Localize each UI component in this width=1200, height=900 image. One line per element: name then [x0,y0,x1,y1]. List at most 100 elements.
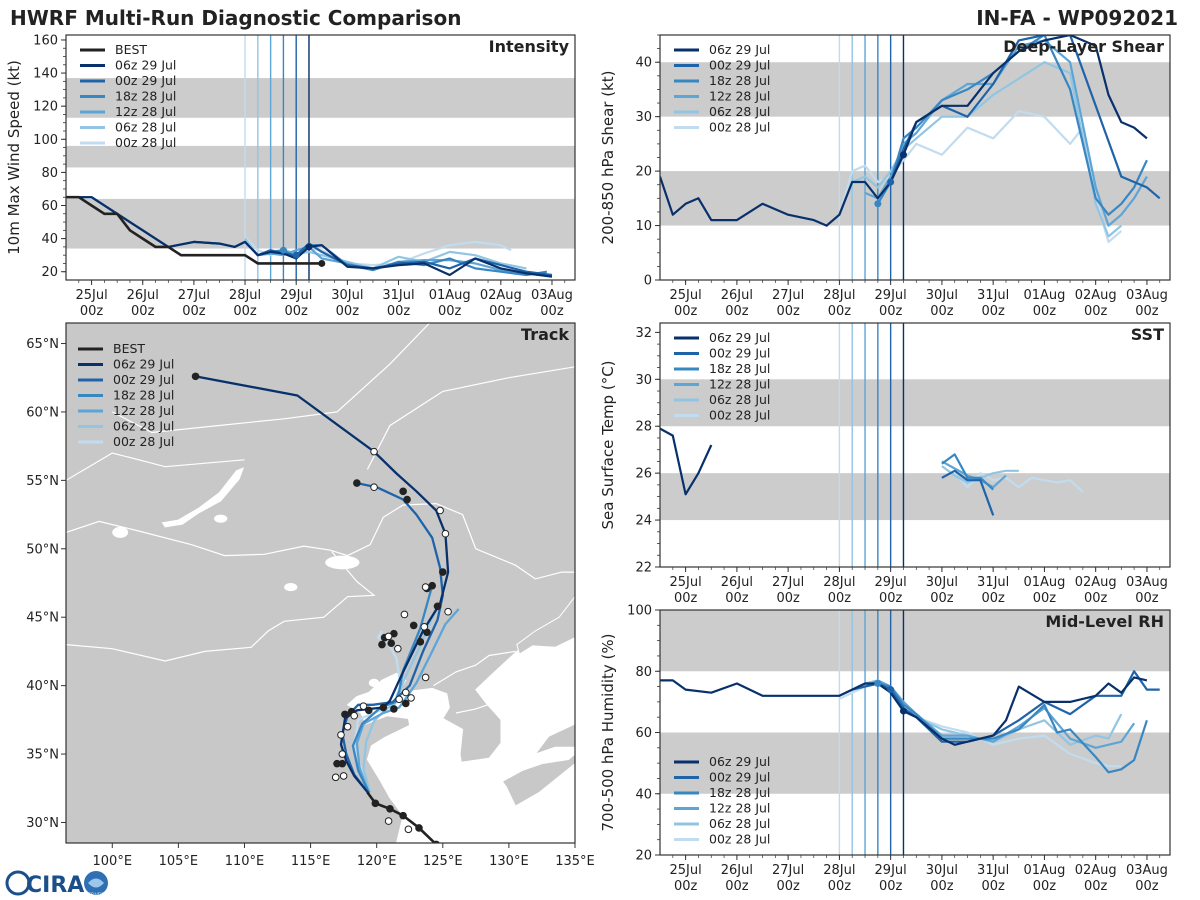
panel-title: Deep-Layer Shear [1003,37,1164,56]
lake [284,583,298,592]
x-tick-label: 00z [233,304,257,319]
legend-label-run: 18z 28 Jul [113,388,174,403]
x-tick-label: 01Aug [1023,288,1065,303]
init-point [887,178,895,186]
axes-frame [65,322,576,844]
x-tick-label: 02Aug [1075,288,1117,303]
track-point-12z [339,772,348,780]
y-tick-label: 60°N [26,405,59,420]
series-line-3 [851,679,1136,749]
legend-label-run: 12z 28 Jul [709,89,770,104]
y-tick-label: 10 [635,219,652,234]
track-point-12z [404,825,413,834]
y-axis-label: 200-850 hPa Shear (kt) [599,71,617,245]
legend-label-run: 06z 28 Jul [709,392,770,407]
track-point-00z [386,804,394,813]
y-tick-label: 20 [41,265,58,280]
x-tick-label: 27Jul [772,575,804,590]
track-point-00z [438,568,447,576]
x-tick-label: 25Jul [670,288,702,303]
x-tick-label: 01Aug [429,288,471,303]
track-line-3 [355,608,460,793]
legend-label-run: 12z 28 Jul [709,377,770,392]
shaded-band [660,62,1170,117]
panel-track: 30°N 35°N 40°N 45°N 50°N 55°N 60°N 65°N 100°E 105… [26,322,595,869]
legend-label-run: 18z 28 Jul [709,73,770,88]
lake [214,514,228,523]
border-line [66,551,376,662]
track-point-12z [359,702,368,710]
x-tick-label: 31Jul [382,288,414,303]
track-point-00z [379,703,388,712]
series-line-2 [941,453,994,491]
y-tick-label: 60 [41,199,58,214]
x-tick-label: 30Jul [331,288,363,303]
track-point-00z [433,602,442,611]
panel-title: Intensity [489,37,570,56]
x-tick-label: 00z [930,304,954,319]
legend-label-run: 06z 29 Jul [115,58,176,73]
x-tick-label: 00z [828,879,852,894]
border-line [66,502,575,580]
legend-label-run: 18z 28 Jul [709,785,770,800]
track-point-12z [338,750,347,758]
legend-label-run: 12z 28 Jul [115,104,176,119]
x-tick-label: 31Jul [977,863,1009,878]
track-point-12z [400,610,409,619]
track-point-12z [384,817,393,825]
x-tick-label: 27Jul [772,863,804,878]
track-point-12z [420,622,429,631]
legend-label-run: 00z 29 Jul [115,73,176,88]
legend-label-run: 18z 28 Jul [709,361,770,376]
legend-label-best: BEST [115,42,147,57]
y-tick-label: 22 [635,561,652,576]
legend-label-run: 12z 28 Jul [113,403,174,418]
y-tick-label: 24 [635,514,652,529]
x-tick-label: 00z [1033,879,1057,894]
init-point [887,686,895,694]
track-point-00z [399,487,407,496]
x-tick-label: 02Aug [1075,863,1117,878]
track-point-12z [394,644,402,653]
track-point-00z [409,621,418,630]
x-tick-label: 02Aug [1075,575,1117,590]
legend-label-run: 06z 28 Jul [115,120,176,135]
x-tick-label: 130°E [489,854,529,869]
series-line-5 [838,110,1123,243]
y-tick-label: 40 [635,787,652,802]
track-point-00z [338,759,347,768]
x-tick-label: 03Aug [1126,288,1168,303]
legend-label-run: 06z 28 Jul [113,419,174,434]
track-point-12z [395,695,403,704]
x-tick-label: 25Jul [75,288,107,303]
track-point-12z [384,632,393,641]
track-point-00z [432,840,440,843]
y-tick-label: 40°N [26,679,59,694]
y-tick-label: 30 [635,110,652,125]
x-tick-label: 00z [776,304,800,319]
x-tick-label: 00z [725,879,749,894]
track-point-12z [441,529,450,538]
y-tick-label: 35°N [26,748,59,763]
legend-label-run: 00z 28 Jul [709,120,770,135]
panel-rh: 2040608010025Jul00z26Jul00z27Jul00z28Jul… [599,604,1171,894]
y-tick-label: 80 [41,166,58,181]
x-tick-label: 00z [981,304,1005,319]
y-tick-label: 55°N [26,474,59,489]
logo-text: CIRA [26,873,84,898]
series-line-1 [941,469,995,516]
page-title: HWRF Multi-Run Diagnostic Comparison [10,6,462,30]
x-tick-label: 03Aug [1126,575,1168,590]
x-tick-label: 03Aug [531,288,573,303]
legend-label-run: 00z 28 Jul [115,135,176,150]
axes-frame [659,322,1171,568]
land-island [533,723,575,756]
panel-title: SST [1131,325,1164,344]
x-tick-label: 00z [828,304,852,319]
x-tick-label: 01Aug [1023,863,1065,878]
legend-label-run: 00z 28 Jul [709,832,770,847]
best-last-point [318,259,326,267]
track-point-00z [341,710,349,719]
y-tick-label: 20 [635,165,652,180]
y-tick-label: 28 [635,420,652,435]
